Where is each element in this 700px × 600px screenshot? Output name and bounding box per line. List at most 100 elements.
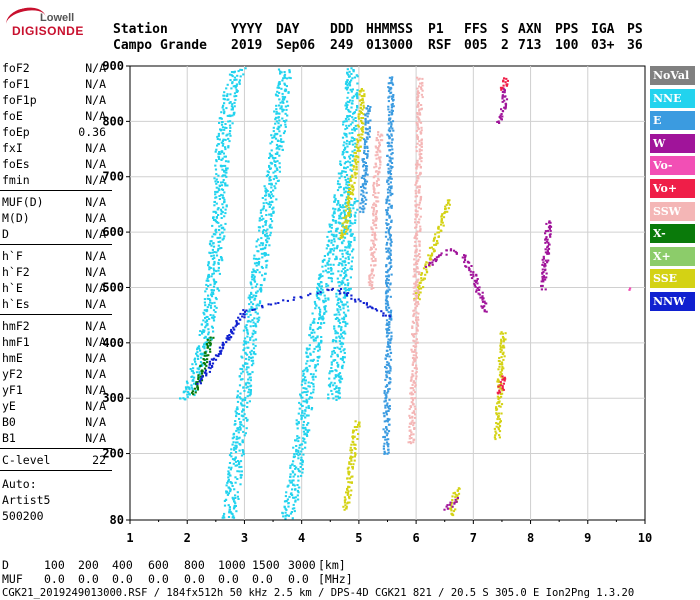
data-point [291,470,294,473]
param-name: D [2,227,9,241]
data-point [188,388,191,391]
data-point [498,400,501,403]
data-point [213,177,216,180]
data-point [215,228,218,231]
data-point [314,366,317,369]
data-point [285,119,288,122]
data-point [233,101,236,104]
data-point [229,130,232,132]
data-point [334,219,337,222]
data-point [224,182,227,185]
series-vo [628,287,632,291]
data-point [193,358,196,361]
data-point [299,403,302,406]
data-point [247,319,250,322]
data-point [362,138,366,141]
data-point [389,181,392,184]
data-point [455,251,458,254]
data-point [372,203,375,206]
data-point [352,69,355,72]
data-point [256,258,259,261]
data-point [281,92,284,95]
data-point [289,464,292,467]
data-point [204,321,207,324]
data-point [386,277,389,280]
data-point [363,151,366,154]
data-point [350,260,353,263]
data-point [302,400,305,403]
data-point [251,309,254,311]
data-point [386,289,389,292]
data-point [356,82,359,85]
data-point [249,393,252,396]
data-point [254,338,258,341]
data-point [415,375,418,378]
param-value: N/A [85,351,106,365]
data-point [349,287,352,290]
data-point [360,129,364,132]
param-name: h`E [2,281,23,295]
data-point [334,221,337,224]
data-point [281,79,284,82]
data-point [275,112,278,115]
data-point [382,428,385,431]
data-point [414,292,417,295]
data-point [420,126,423,129]
data-point [296,435,299,438]
data-point [344,313,347,316]
data-point [323,311,326,314]
data-point [416,270,419,273]
data-point [232,113,236,116]
data-point [248,310,251,313]
data-point [330,248,333,251]
data-point [390,219,393,222]
data-point [366,156,369,159]
data-point [247,346,250,349]
data-point [416,104,420,107]
data-point [351,435,355,438]
data-point [348,183,351,186]
data-point [309,373,313,376]
data-point [246,371,249,374]
data-point [248,388,251,391]
data-point [328,385,332,388]
data-point [547,226,551,229]
data-point [333,325,336,328]
data-point [362,302,365,304]
data-point [378,144,381,146]
data-point [262,232,265,235]
data-point [332,234,335,237]
data-point [389,254,392,256]
data-point [385,305,388,308]
data-point [351,192,354,194]
data-point [332,249,335,252]
data-point [345,505,348,508]
series-ssw [367,76,424,445]
data-point [214,233,217,236]
data-point [249,296,252,299]
data-point [228,338,231,341]
data-point [497,415,500,418]
data-point [256,312,259,315]
data-point [332,349,335,352]
data-point [416,126,420,129]
data-point [337,363,340,366]
data-point [412,315,415,318]
data-point [351,449,354,452]
data-point [444,210,447,213]
data-point [348,161,352,164]
data-point [391,83,395,86]
data-point [301,409,304,412]
data-point [224,126,227,129]
data-point [258,316,261,319]
legend-item-noval: NoVal [650,66,695,85]
data-point [498,389,501,392]
data-point [418,140,421,143]
data-point [385,354,388,357]
data-point [238,396,241,399]
data-point [378,135,381,138]
data-point [343,132,346,135]
data-point [375,211,378,214]
data-point [365,302,368,305]
